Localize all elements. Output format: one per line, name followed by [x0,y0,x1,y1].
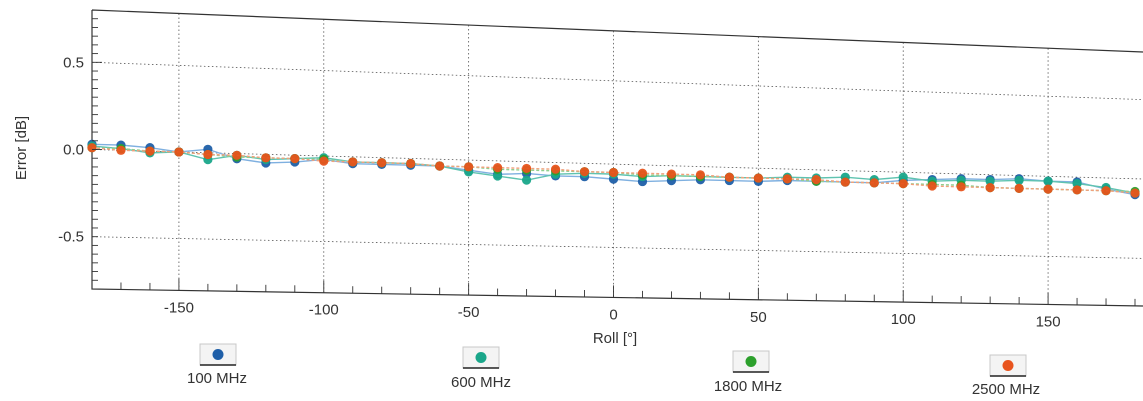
x-tick-label: -150 [164,299,194,316]
data-point [174,147,184,157]
x-tick-label: -50 [458,304,480,321]
data-point [695,170,706,180]
data-point [1072,185,1082,195]
legend-marker [475,352,487,363]
data-point [724,172,734,182]
data-point [464,162,474,172]
data-point [1014,175,1024,185]
legend-label: 100 MHz [187,370,247,387]
series-layer [87,139,1140,200]
legend-marker [745,356,757,367]
data-point [348,157,358,167]
data-point [1130,188,1140,198]
data-point [985,176,995,186]
data-point [579,167,590,177]
legend-item: 1800 MHz [714,350,782,395]
data-point [1101,186,1111,196]
data-point [406,158,416,169]
data-point [116,145,126,155]
legend-item: 100 MHz [187,343,247,387]
y-tick-label: 0.0 [63,142,84,159]
data-point [521,163,532,174]
data-point [898,172,908,182]
x-tick-label: -100 [309,302,339,319]
data-point [898,179,908,189]
data-point [87,143,97,153]
series-2500-mhz [87,143,1140,198]
legend-item: 2500 MHz [972,354,1040,398]
x-axis-title: Roll [°] [593,330,637,347]
data-point [493,171,503,181]
plot-frame [91,9,1143,307]
legend-label: 600 MHz [451,374,511,391]
grid-lines [91,13,1143,305]
data-point [811,175,821,185]
data-point [753,173,763,183]
data-point [1014,183,1024,193]
y-tick-label: 0.5 [63,54,84,71]
data-point [145,146,155,156]
legend-marker [212,349,224,360]
data-point [290,154,300,164]
grid-line-horizontal [91,149,1143,180]
data-point [840,177,850,187]
data-point [869,178,879,188]
data-point [203,149,213,160]
data-point [927,181,937,191]
data-point [666,169,677,179]
y-axis-title: Error [dB] [13,116,30,180]
x-tick-label: 50 [750,309,767,326]
data-point [232,150,242,160]
data-point [493,163,503,173]
x-tick-label: 0 [609,306,617,323]
grid-line-horizontal [91,236,1143,259]
legend-marker [1002,360,1014,371]
data-point [1072,178,1082,189]
data-point [377,158,387,168]
legend: 100 MHz 600 MHz 1800 MHz 2500 MHz [187,343,1040,398]
data-point [985,182,995,193]
plot-border [91,9,1143,307]
data-point [637,168,648,178]
data-point [1043,176,1053,186]
legend-item: 600 MHz [451,346,511,391]
data-point [1043,184,1053,194]
data-point [550,164,561,174]
grid-line-horizontal [91,61,1143,101]
data-point [435,161,445,171]
data-point [608,167,619,178]
x-tick-label: 150 [1036,313,1061,330]
data-point [782,174,792,184]
data-point [521,175,532,185]
x-tick-label: 100 [891,311,916,328]
legend-label: 1800 MHz [714,378,782,395]
legend-label: 2500 MHz [972,381,1040,398]
data-point [319,156,329,166]
y-tick-label: -0.5 [58,229,84,246]
tick-layer: 0.5 0.0 -0.5 -150 -100 -50 0 50 100 150 [58,18,1136,330]
data-point [261,153,271,163]
data-point [956,182,966,192]
